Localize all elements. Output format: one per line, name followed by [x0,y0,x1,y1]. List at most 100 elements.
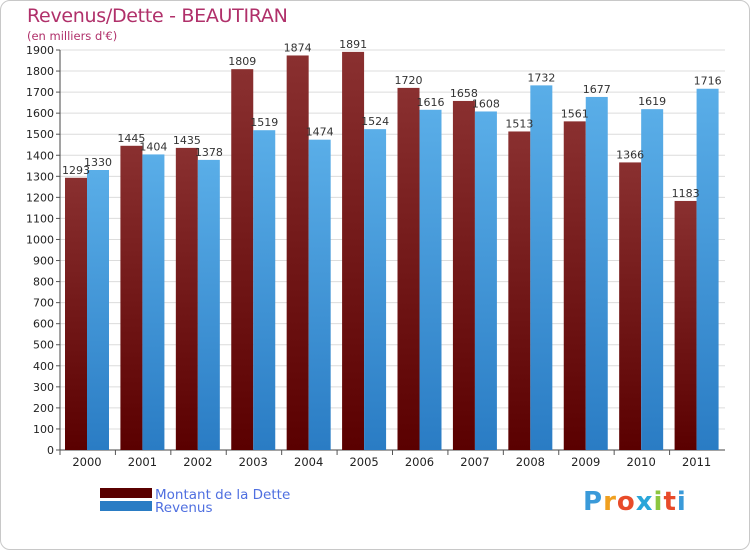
logo-letter: i [676,487,687,517]
data-label-dette: 1366 [616,148,644,161]
bar-dette [397,87,420,450]
legend-swatch [100,501,152,511]
legend-label: Montant de la Dette [155,487,290,503]
legend-label: Revenus [155,500,213,516]
y-tick-label: 0 [47,444,54,457]
y-tick-label: 100 [33,423,54,436]
y-tick-label: 1000 [26,233,54,246]
axis-layer: 0 100 200 300 400 500 600 700 800 900 1000 1100 1200… [26,44,725,469]
bar-dette [120,145,143,450]
y-tick-label: 1600 [26,107,54,120]
bar-dette [619,162,642,450]
x-tick-label: 2007 [460,455,489,469]
data-label-dette: 1891 [339,38,367,51]
y-tick-label: 200 [33,402,54,415]
x-tick-label: 2005 [349,455,378,469]
legend-swatch [100,488,152,498]
logo-letter: i [653,487,664,517]
y-tick-label: 300 [33,381,54,394]
x-tick-label: 2000 [72,455,101,469]
y-tick-label: 500 [33,339,54,352]
y-tick-label: 800 [33,276,54,289]
y-tick-label: 1400 [26,149,54,162]
y-tick-label: 1100 [26,212,54,225]
bar-revenus [585,96,608,451]
proxiti-logo: Proxiti [583,487,687,517]
y-tick-label: 1900 [26,44,54,57]
logo-letter: r [603,487,617,517]
bar-dette [508,131,531,450]
logo-letter: o [616,487,636,517]
bar-dette [175,147,198,451]
bar-revenus [419,109,442,450]
bar-revenus [253,130,276,451]
bar-revenus [364,129,387,450]
y-tick-label: 1200 [26,191,54,204]
data-label-revenus: 1677 [583,83,611,96]
x-tick-label: 2001 [128,455,157,469]
bar-dette [342,51,365,450]
y-tick-label: 1500 [26,128,54,141]
data-label-revenus: 1330 [84,156,112,169]
data-label-dette: 1435 [173,134,201,147]
data-label-revenus: 1524 [361,115,389,128]
bar-revenus [641,109,664,450]
bar-revenus [308,139,331,450]
data-label-dette: 1293 [62,164,90,177]
bar-revenus [142,154,165,450]
bar-dette [674,200,697,450]
y-tick-label: 1300 [26,170,54,183]
bar-layer [65,51,719,451]
logo-letter: x [635,487,654,517]
y-tick-label: 1700 [26,86,54,99]
data-label-revenus: 1378 [195,146,223,159]
bar-revenus [696,88,719,450]
data-label-revenus: 1616 [417,96,445,109]
data-label-revenus: 1404 [139,140,167,153]
x-tick-label: 2010 [627,455,656,469]
logo-letter: t [663,487,677,517]
x-tick-label: 2009 [571,455,600,469]
chart-subtitle: (en milliers d'€) [27,29,118,43]
data-label-dette: 1809 [228,55,256,68]
data-label-dette: 1720 [395,74,423,87]
x-tick-label: 2002 [183,455,212,469]
y-tick-label: 700 [33,297,54,310]
x-tick-label: 2011 [682,455,711,469]
bar-revenus [530,85,553,451]
bar-dette [563,121,586,451]
data-label-dette: 1513 [505,117,533,130]
data-label-dette: 1658 [450,87,478,100]
data-label-revenus: 1519 [250,116,278,129]
data-label-revenus: 1474 [306,126,334,139]
bar-dette [452,100,475,451]
y-tick-label: 900 [33,255,54,268]
data-label-dette: 1445 [117,132,145,145]
bar-dette [231,69,254,450]
x-tick-label: 2003 [239,455,268,469]
y-tick-label: 400 [33,360,54,373]
data-label-revenus: 1619 [638,95,666,108]
bar-revenus [197,159,220,451]
x-tick-label: 2008 [516,455,545,469]
logo-letter: P [583,487,604,517]
y-tick-label: 600 [33,318,54,331]
chart-title: Revenus/Dette - BEAUTIRAN [27,5,288,27]
data-label-dette: 1183 [672,187,700,200]
data-label-revenus: 1608 [472,97,500,110]
grid-layer [60,49,725,451]
data-label-revenus: 1716 [694,75,722,88]
bar-revenus [474,111,497,450]
data-label-revenus: 1732 [527,71,555,84]
x-tick-label: 2006 [405,455,434,469]
data-label-dette: 1561 [561,107,589,120]
bar-revenus [87,170,109,450]
y-tick-label: 1800 [26,65,54,78]
data-label-dette: 1874 [284,41,312,54]
bar-dette [286,55,309,450]
x-tick-label: 2004 [294,455,323,469]
bar-dette [65,177,87,450]
